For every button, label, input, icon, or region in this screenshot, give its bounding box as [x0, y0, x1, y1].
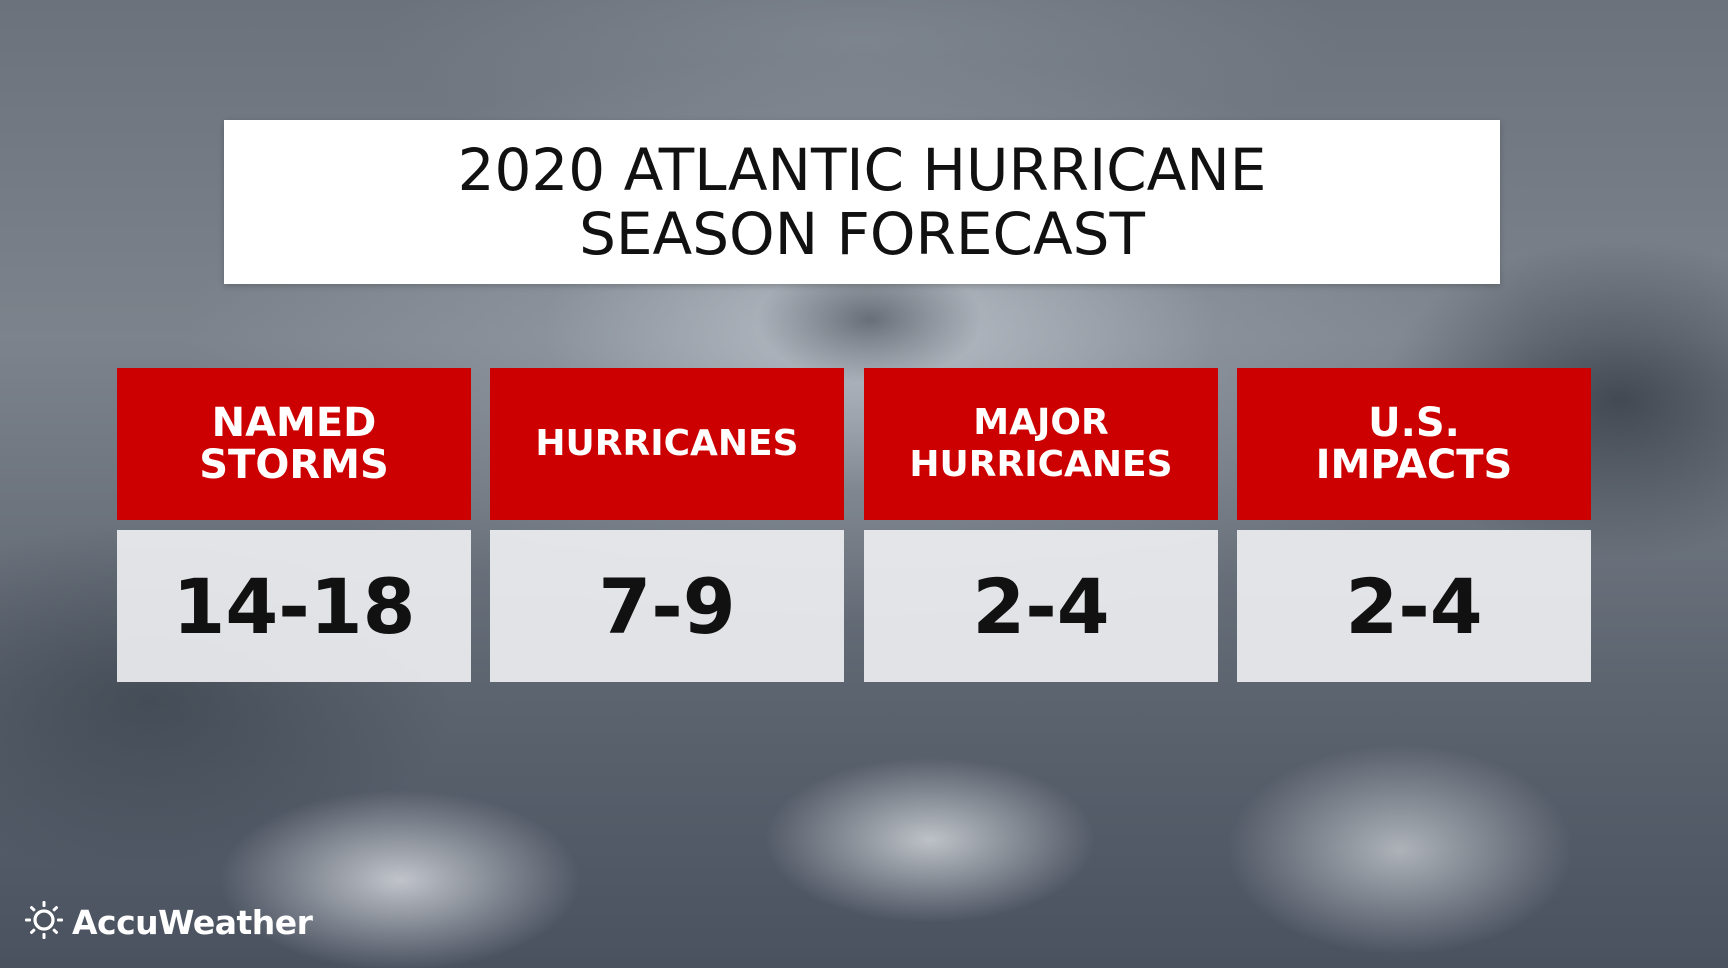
stat-header: NAMED STORMS	[117, 368, 471, 520]
stat-header: HURRICANES	[490, 368, 844, 520]
stat-label: MAJOR HURRICANES	[909, 402, 1173, 485]
stat-value: 7-9	[598, 561, 736, 651]
brand-name: AccuWeather	[72, 902, 313, 942]
stat-value-box: 14-18	[117, 530, 471, 682]
stat-value-box: 7-9	[490, 530, 844, 682]
title-line-2: SEASON FORECAST	[579, 200, 1145, 268]
stat-value: 14-18	[172, 561, 416, 651]
stat-value-box: 2-4	[864, 530, 1218, 682]
stat-value: 2-4	[1345, 561, 1483, 651]
stat-header: MAJOR HURRICANES	[864, 368, 1218, 520]
forecast-title: 2020 ATLANTIC HURRICANE SEASON FORECAST	[458, 138, 1267, 266]
stat-label: NAMED STORMS	[199, 400, 389, 488]
title-banner: 2020 ATLANTIC HURRICANE SEASON FORECAST	[224, 120, 1500, 284]
accuweather-logo: AccuWeather	[24, 900, 313, 944]
stat-header: U.S. IMPACTS	[1237, 368, 1591, 520]
stat-value-box: 2-4	[1237, 530, 1591, 682]
stat-value: 2-4	[972, 561, 1110, 651]
title-line-1: 2020 ATLANTIC HURRICANE	[457, 136, 1267, 204]
sun-icon	[24, 900, 64, 944]
stat-label: HURRICANES	[535, 423, 799, 464]
stat-label: U.S. IMPACTS	[1315, 400, 1513, 488]
